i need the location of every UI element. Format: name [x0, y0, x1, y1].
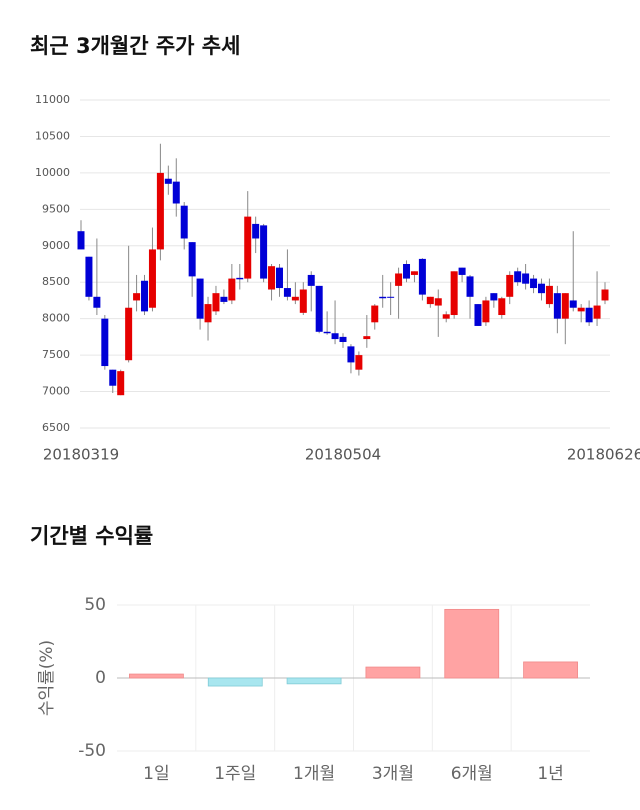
candle-body — [77, 231, 85, 250]
candle-body — [125, 307, 133, 361]
y-tick-label: 9500 — [42, 202, 70, 215]
candle-body — [331, 333, 339, 340]
candle-body — [93, 296, 101, 308]
candle-body — [172, 181, 180, 204]
y-tick-label: 10500 — [35, 129, 70, 142]
candle-body — [410, 271, 418, 275]
candle-body — [212, 293, 220, 312]
bar — [523, 661, 578, 679]
candle-body — [101, 318, 109, 367]
bar — [286, 677, 342, 685]
candle-body — [228, 278, 236, 301]
candle-body — [498, 298, 506, 316]
candle-body — [561, 293, 569, 319]
y-tick-label: 8500 — [42, 275, 70, 288]
candle-body — [387, 296, 395, 298]
x-tick-label: 6개월 — [451, 764, 493, 784]
candle-body — [347, 346, 355, 363]
candle-body — [148, 249, 156, 308]
candle-body — [275, 267, 283, 289]
candle-body — [545, 285, 553, 305]
candle-body — [403, 264, 411, 279]
x-tick-label: 1년 — [537, 764, 563, 784]
x-tick-label: 1일 — [143, 764, 169, 784]
candle-body — [180, 205, 188, 239]
candle-body — [299, 289, 307, 313]
candle-body — [109, 369, 117, 386]
y-tick-label: 9000 — [42, 239, 70, 252]
y-tick-label: -50 — [78, 741, 106, 761]
candle-body — [188, 242, 196, 277]
y-tick-label: 50 — [84, 595, 106, 615]
candle-body — [164, 178, 172, 184]
candle-body — [268, 266, 276, 290]
candle-body — [537, 283, 545, 294]
candle-body — [450, 271, 458, 316]
y-tick-label: 6500 — [42, 421, 70, 434]
bar — [365, 666, 421, 679]
candle-body — [204, 304, 212, 323]
candle-body — [315, 285, 323, 332]
candle-body — [236, 277, 244, 280]
candle-body — [371, 305, 379, 323]
x-tick-label: 1주일 — [214, 764, 256, 784]
y-tick-label: 11000 — [35, 93, 70, 106]
candle-body — [553, 293, 561, 319]
candle-body — [117, 371, 125, 396]
y-axis-label: 수익률(%) — [37, 640, 57, 716]
x-tick-label: 20180319 — [43, 446, 119, 464]
candle-body — [418, 258, 426, 295]
candle-body — [156, 172, 164, 250]
candle-body — [490, 293, 498, 301]
candle-body — [466, 276, 474, 297]
x-tick-label: 20180504 — [305, 446, 381, 464]
candle-body — [307, 274, 315, 286]
y-tick-label: 8000 — [42, 312, 70, 325]
candle-body — [530, 278, 538, 289]
candle-body — [85, 256, 93, 297]
candle-body — [395, 273, 403, 286]
chart-title: 기간별 수익률 — [30, 524, 153, 548]
candle-body — [585, 307, 593, 323]
candle-body — [291, 296, 299, 301]
candle-body — [434, 298, 442, 306]
candle-body — [252, 223, 260, 239]
candle-body — [474, 304, 482, 326]
candle-body — [363, 336, 371, 340]
y-tick-label: 7000 — [42, 385, 70, 398]
candle-body — [482, 300, 490, 323]
candle-body — [355, 355, 363, 370]
candle-body — [522, 273, 530, 284]
x-tick-label: 1개월 — [293, 764, 335, 784]
candle-body — [569, 300, 577, 308]
x-tick-label: 3개월 — [372, 764, 414, 784]
y-tick-label: 10000 — [35, 166, 70, 179]
candle-body — [244, 216, 252, 279]
y-tick-label: 7500 — [42, 348, 70, 361]
candle-body — [577, 307, 585, 312]
candle-body — [458, 267, 466, 275]
candle-body — [283, 288, 291, 297]
candle-body — [323, 331, 331, 334]
candle-body — [601, 289, 609, 301]
y-tick-label: 0 — [95, 668, 106, 688]
candle-body — [133, 293, 141, 301]
bar — [207, 677, 263, 687]
chart-title: 최근 3개월간 주가 추세 — [30, 34, 240, 58]
candle-body — [141, 280, 149, 312]
bar — [444, 608, 500, 679]
candle-body — [220, 296, 228, 302]
candle-body — [196, 278, 204, 319]
candle-body — [260, 225, 268, 279]
candle-body — [442, 314, 450, 319]
bar — [129, 673, 184, 679]
candle-body — [506, 274, 514, 297]
x-tick-label: 20180626 — [567, 446, 640, 464]
candle-body — [379, 296, 387, 299]
candle-body — [426, 296, 434, 305]
candle-body — [514, 271, 522, 283]
candle-body — [593, 305, 601, 319]
candle-body — [339, 336, 347, 342]
